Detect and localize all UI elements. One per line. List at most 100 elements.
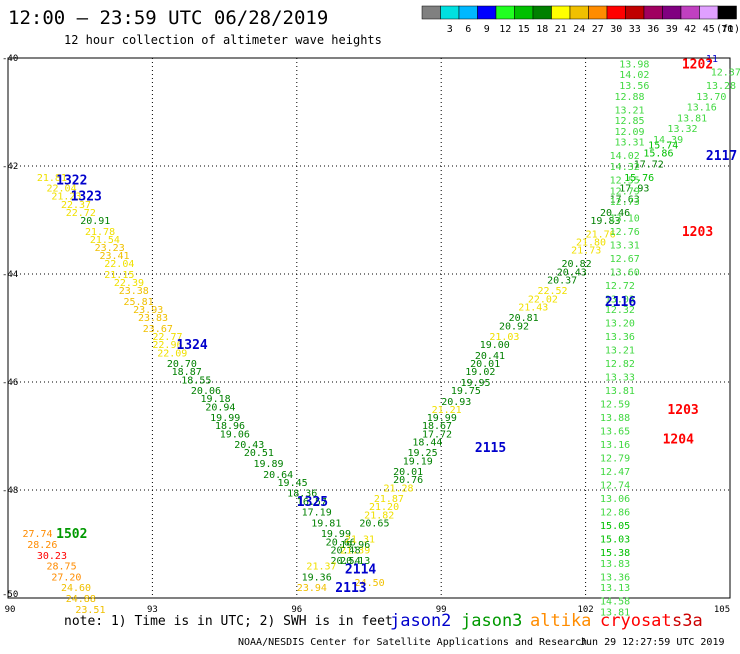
scale-swatch <box>625 5 645 20</box>
wave-height-value: 18.87 <box>172 367 202 378</box>
wave-height-value: 22.77 <box>152 332 182 343</box>
wave-height-value: 20.43 <box>234 440 264 451</box>
wave-height-value: 21.43 <box>518 302 548 313</box>
wave-height-value: 21.37 <box>306 562 336 573</box>
wave-height-value: 19.19 <box>403 456 433 467</box>
wave-height-value: 21.54 <box>90 235 120 246</box>
scale-swatch <box>699 5 719 20</box>
scale-swatch <box>606 5 626 20</box>
wave-height-value: 20.43 <box>557 267 587 278</box>
footer-credit: NOAA/NESDIS Center for Satellite Applica… <box>238 637 587 648</box>
wave-height-value: 21.23 <box>51 192 81 203</box>
wave-height-value: 13.32 <box>667 124 697 135</box>
satellite-legend-altika: altika <box>530 611 591 631</box>
wave-height-value: 12.85 <box>614 116 644 127</box>
scale-swatch <box>643 5 663 20</box>
color-scale-legend: 3 6 9 12 15 18 21 24 27 30 33 36 39 42 45 70 <box>421 5 737 35</box>
wave-height-value: 17.93 <box>619 184 649 195</box>
x-tick-label: 102 <box>577 605 593 615</box>
wave-height-value: 13.88 <box>600 413 630 424</box>
wave-height-value: 28.75 <box>47 562 77 573</box>
wave-height-value: 23.23 <box>95 243 125 254</box>
wave-height-value: 19.75 <box>451 386 481 397</box>
pass-time-label: 1203 <box>682 225 713 240</box>
wave-height-value: 25.81 <box>124 297 154 308</box>
wave-height-value: 21.80 <box>576 238 606 249</box>
wave-height-value: 24.50 <box>355 578 385 589</box>
wave-height-value: 12.86 <box>600 508 630 519</box>
scale-swatch <box>532 5 552 20</box>
wave-height-value: 12.37 <box>711 68 740 79</box>
pass-time-label: 2114 <box>345 562 376 577</box>
scale-tick-label: 24 <box>573 24 585 35</box>
y-tick-label: -48 <box>2 486 18 496</box>
wave-height-value: 21.87 <box>374 494 404 505</box>
wave-height-value: 12.79 <box>600 454 630 465</box>
wave-height-value: 14.58 <box>600 597 630 608</box>
wave-height-value: 18.44 <box>412 437 442 448</box>
satellite-legend: jason2 jason3 altika cryosat s3a <box>390 611 703 631</box>
wave-height-value: 13.60 <box>610 267 640 278</box>
wave-height-value: 12.09 <box>614 127 644 138</box>
scale-tick-label: 18 <box>536 24 548 35</box>
scale-swatch <box>569 5 589 20</box>
wave-height-value: 19.36 <box>302 572 332 583</box>
wave-height-value: 19.81 <box>311 518 341 529</box>
wave-height-value: 13.28 <box>706 81 736 92</box>
wave-height-value: 13.81 <box>677 113 707 124</box>
scale-tick-label: 12 <box>499 24 511 35</box>
wave-height-value: 19.95 <box>460 378 490 389</box>
wave-height-value: 20.76 <box>393 475 423 486</box>
wave-height-value: 13.31 <box>610 240 640 251</box>
wave-height-value: 22.04 <box>104 259 134 270</box>
scale-tick-label: 15 <box>518 24 530 35</box>
y-tick-label: -40 <box>2 54 18 64</box>
wave-height-value: 19.02 <box>465 367 495 378</box>
wave-height-value: 12.47 <box>600 467 630 478</box>
wave-height-value: 19.06 <box>220 429 250 440</box>
wave-height-value: 12.73 <box>610 197 640 208</box>
wave-height-value: 22.96 <box>152 340 182 351</box>
wave-height-value: 22.39 <box>114 278 144 289</box>
wave-height-value: 19.45 <box>278 478 308 489</box>
wave-height-value: 11 <box>706 54 718 65</box>
wave-height-value: 19.99 <box>321 529 351 540</box>
wave-height-value: 21.28 <box>383 483 413 494</box>
x-tick-label: 96 <box>291 605 302 615</box>
scale-swatch <box>421 5 441 20</box>
wave-height-value: 18.96 <box>215 421 245 432</box>
y-tick-labels: -40 -42 -44 -46 -48 -50 <box>2 54 18 600</box>
wave-height-value: 18.55 <box>181 375 211 386</box>
wave-height-value: 21.21 <box>432 405 462 416</box>
scale-swatch <box>588 5 608 20</box>
wave-height-value: 20.13 <box>340 556 370 567</box>
wave-height-value: 19.25 <box>408 448 438 459</box>
wave-height-value: 15.05 <box>600 521 630 532</box>
wave-height-value: 20.82 <box>562 259 592 270</box>
wave-height-value: 13.20 <box>605 319 635 330</box>
wave-height-value: 13.03 <box>605 294 635 305</box>
wave-height-value: 13.16 <box>600 440 630 451</box>
pass-time-label: 1502 <box>56 527 87 542</box>
wave-height-value: 15.74 <box>648 140 678 151</box>
scale-swatch <box>717 5 737 20</box>
x-tick-labels: 90 93 96 99 102 105 <box>5 605 731 615</box>
scale-swatch <box>458 5 478 20</box>
pass-time-label: 1323 <box>71 190 102 205</box>
x-tick-label: 90 <box>5 605 16 615</box>
wave-height-value: 15.03 <box>600 535 630 546</box>
wave-height-value: 13.16 <box>687 103 717 114</box>
wave-height-value: 23.41 <box>99 251 129 262</box>
wave-height-value: 21.73 <box>571 246 601 257</box>
scale-swatch <box>495 5 515 20</box>
wave-height-value: 13.21 <box>614 105 644 116</box>
wave-height-value: 20.46 <box>600 208 630 219</box>
wave-height-value: 12.82 <box>605 359 635 370</box>
wave-height-value: 24.88 <box>66 594 96 605</box>
wave-height-value: 13.31 <box>614 138 644 149</box>
wave-height-value: 13.13 <box>600 583 630 594</box>
wave-height-value: 20.66 <box>326 537 356 548</box>
wave-height-value: 17.63 <box>610 194 640 205</box>
pass-time-label: 2113 <box>335 581 366 596</box>
